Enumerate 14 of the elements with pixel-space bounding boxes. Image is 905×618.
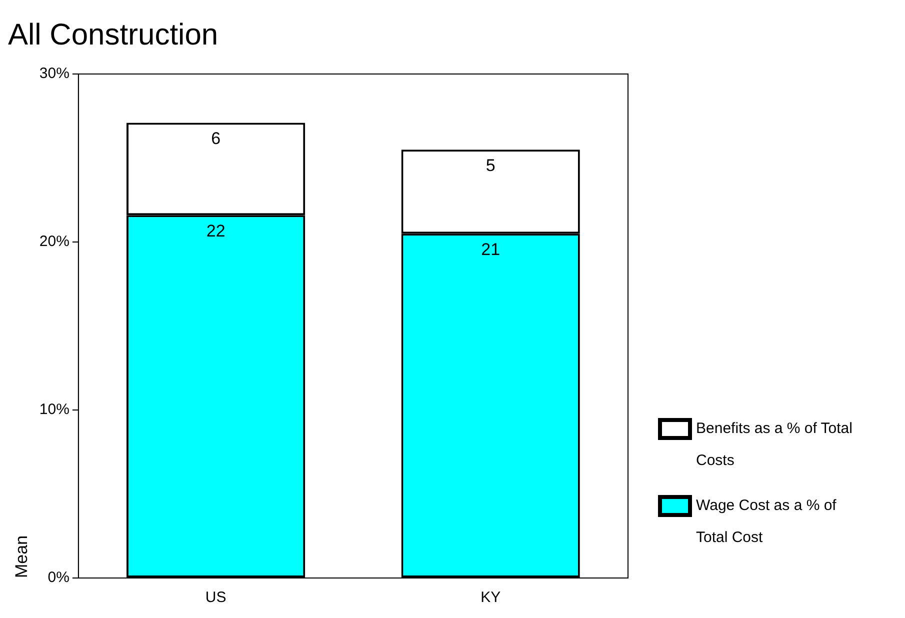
y-tick-label: 20% (39, 233, 70, 250)
legend-label: Wage Cost as a % of Total Cost (696, 496, 838, 548)
data-label: 21 (481, 240, 500, 259)
chart-title: All Construction (8, 18, 218, 52)
y-axis-title: Mean (12, 535, 31, 578)
y-tick-label: 30% (39, 65, 70, 82)
x-tick-label: US (205, 589, 226, 606)
x-tick-label: KY (480, 589, 501, 606)
data-label: 5 (486, 156, 496, 175)
y-tick-label: 10% (39, 401, 70, 418)
data-label: 6 (211, 128, 221, 148)
text: Benefits as a % of Total Costs (696, 419, 853, 471)
data-label: 22 (206, 221, 226, 240)
y-tick-label: 0% (48, 569, 70, 586)
